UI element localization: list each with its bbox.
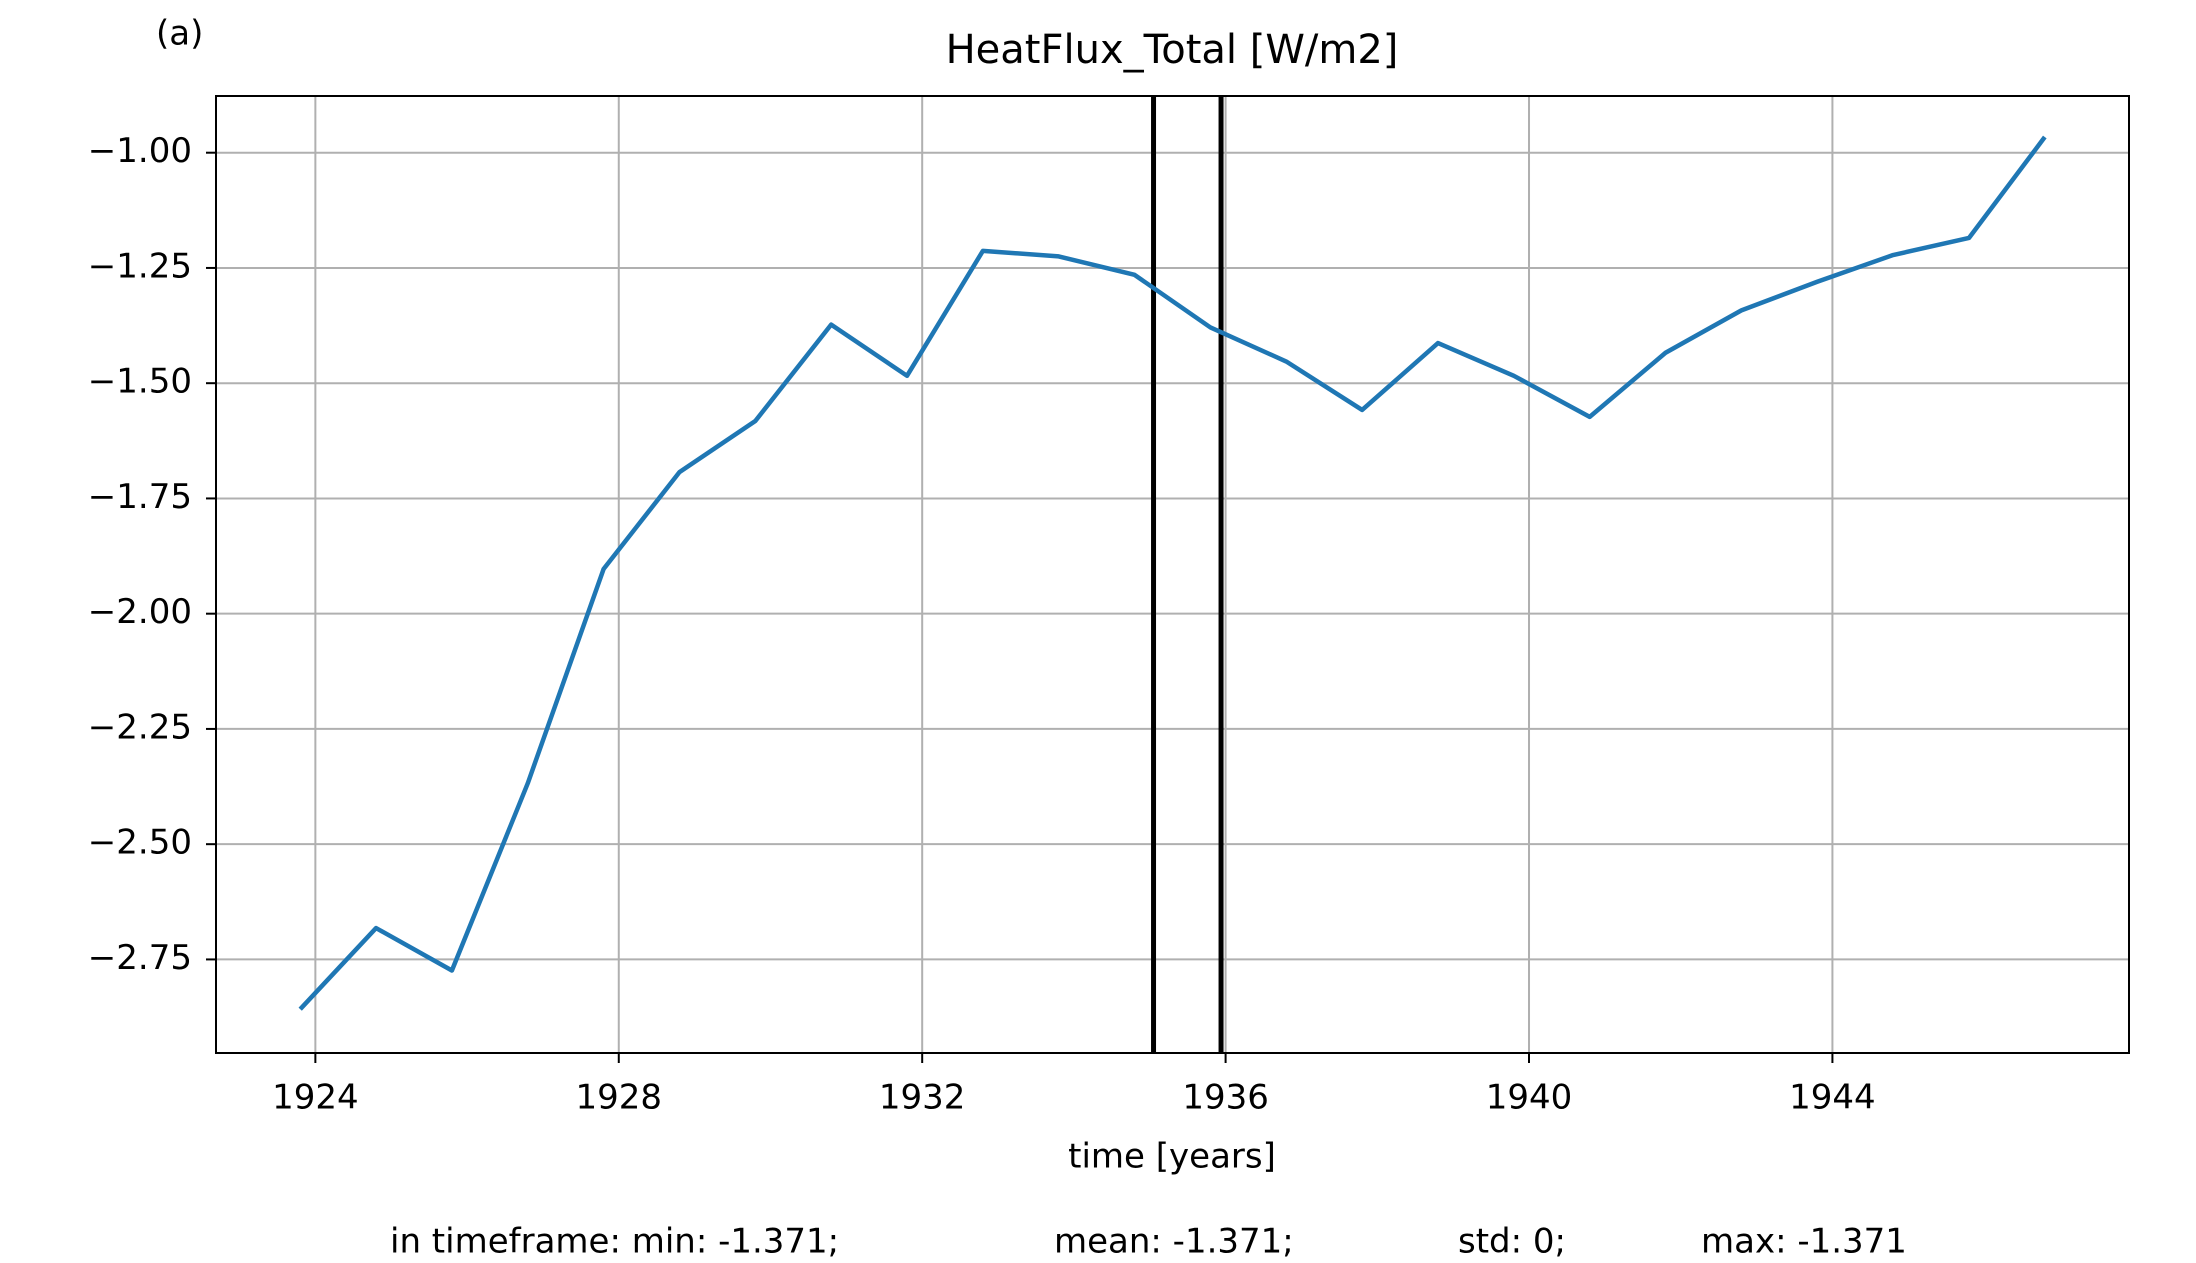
footer-stat: mean: -1.371; <box>1054 1222 1294 1262</box>
y-tick-label: −2.00 <box>88 592 192 632</box>
data-line <box>298 135 2047 1011</box>
plot-frame <box>215 95 2130 1054</box>
footer-stat: std: 0; <box>1458 1222 1566 1262</box>
panel-label: (a) <box>156 14 203 54</box>
x-tick-label: 1932 <box>879 1078 966 1118</box>
x-tick-label: 1944 <box>1789 1078 1876 1118</box>
y-tick-label: −2.75 <box>88 938 192 978</box>
y-tick-label: −1.75 <box>88 477 192 517</box>
chart-title: HeatFlux_Total [W/m2] <box>946 27 1399 73</box>
footer-stat: in timeframe: min: -1.371; <box>390 1222 839 1262</box>
x-tick-label: 1928 <box>576 1078 663 1118</box>
x-tick-label: 1936 <box>1182 1078 1269 1118</box>
y-tick-label: −1.00 <box>88 131 192 171</box>
x-tick-label: 1940 <box>1486 1078 1573 1118</box>
x-axis-label: time [years] <box>1068 1137 1276 1177</box>
y-tick-label: −1.25 <box>88 246 192 286</box>
y-tick-label: −2.50 <box>88 823 192 863</box>
y-tick-label: −1.50 <box>88 362 192 402</box>
y-tick-label: −2.25 <box>88 707 192 747</box>
x-tick-label: 1924 <box>272 1078 359 1118</box>
footer-stat: max: -1.371 <box>1701 1222 1907 1262</box>
